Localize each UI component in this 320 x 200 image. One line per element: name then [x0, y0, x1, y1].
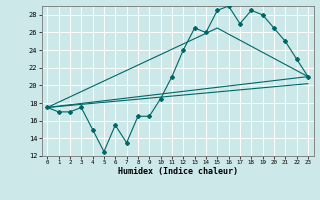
X-axis label: Humidex (Indice chaleur): Humidex (Indice chaleur): [118, 167, 237, 176]
